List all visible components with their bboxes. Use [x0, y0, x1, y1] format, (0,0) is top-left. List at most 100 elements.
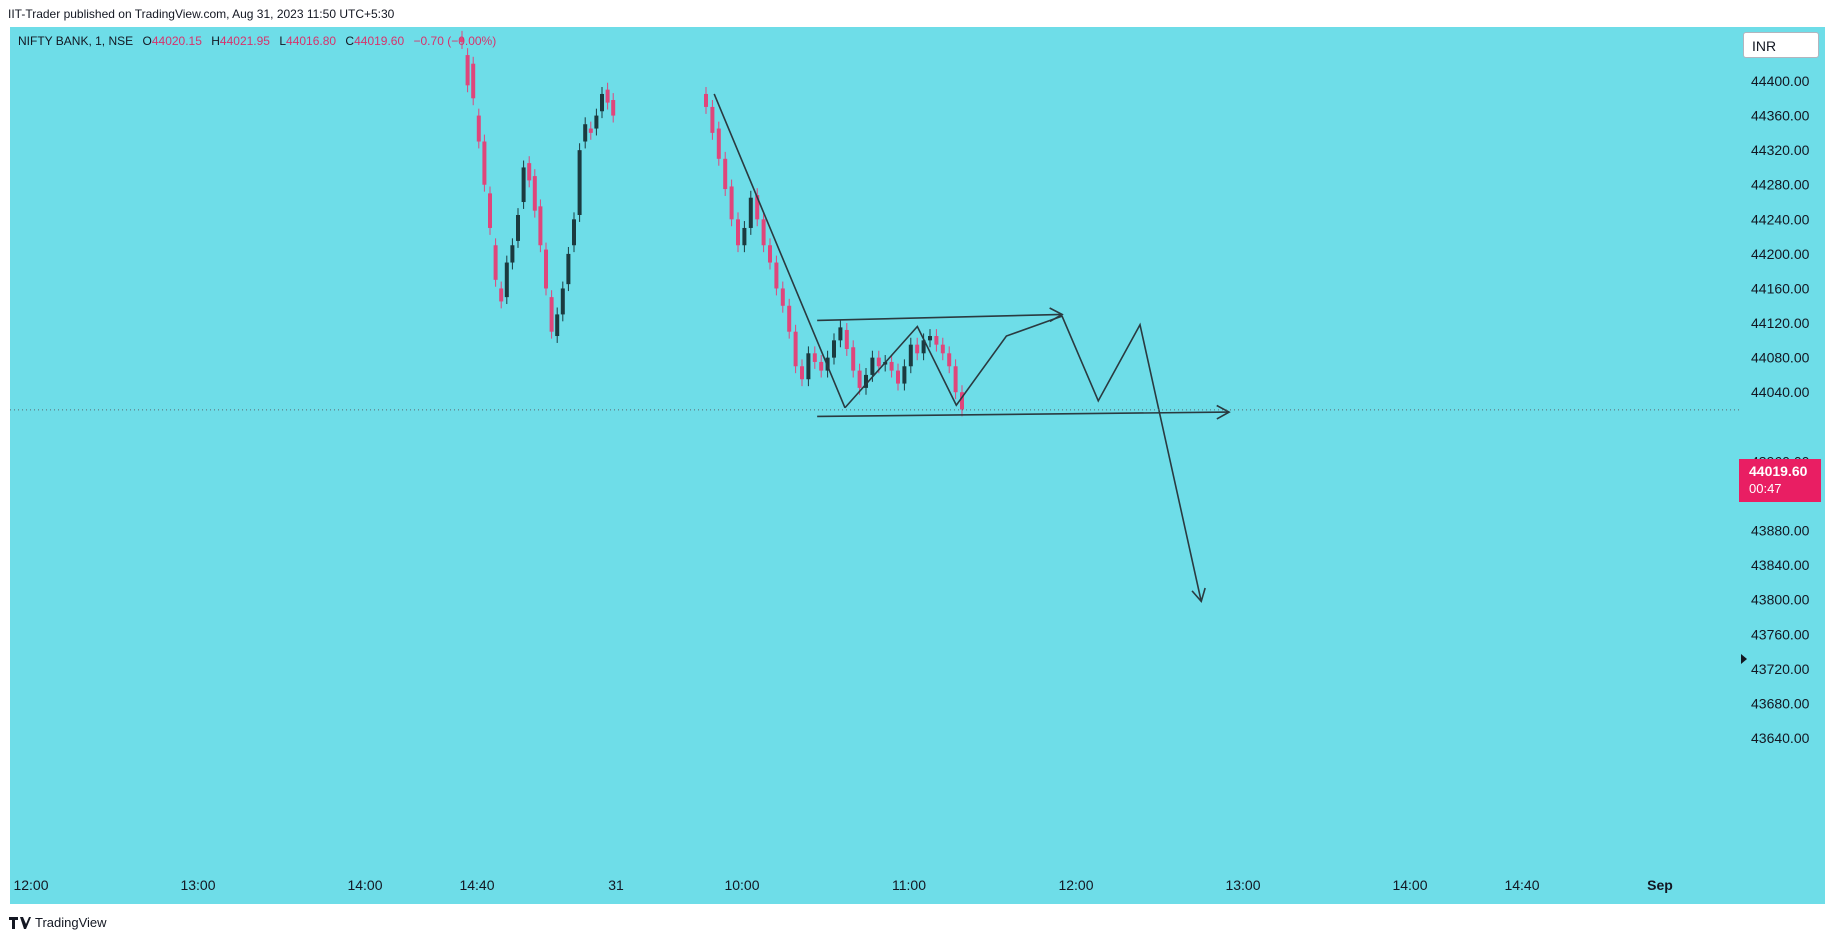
candle-body — [780, 288, 785, 306]
candle-body — [510, 245, 515, 263]
candle-body — [729, 186, 734, 220]
candle-body — [787, 305, 792, 332]
y-tick-label: 44240.00 — [1751, 211, 1810, 227]
chart-background — [10, 27, 1825, 904]
candle-body — [748, 197, 753, 228]
x-tick-label: 13:00 — [1225, 877, 1260, 893]
candle-body — [960, 392, 964, 410]
change-value: −0.70 (−0.00%) — [413, 34, 497, 48]
candle-body — [940, 344, 945, 354]
candle-body — [864, 374, 868, 388]
drawing-channel-bottom[interactable] — [817, 411, 1230, 418]
candle-body — [736, 219, 740, 246]
y-tick-label: 43880.00 — [1751, 523, 1810, 539]
low-value: 44016.80 — [286, 34, 337, 48]
candle-series — [460, 30, 964, 417]
candle-body — [921, 340, 926, 354]
candle-body — [915, 344, 920, 354]
y-tick-label: 43800.00 — [1751, 592, 1810, 608]
candle-body — [793, 331, 798, 367]
candle-body — [600, 93, 604, 112]
candle-body — [742, 227, 747, 246]
candle-body — [819, 361, 824, 371]
x-tick-label: 14:00 — [347, 877, 382, 893]
tradingview-logo-icon — [9, 916, 31, 929]
x-tick-label: Sep — [1647, 877, 1673, 893]
candle-body — [532, 176, 537, 211]
price-chart[interactable]: 44400.00 44360.00 44320.00 44280.00 44240.00… — [0, 27, 1835, 904]
time-axis[interactable]: 12:00 13:00 14:00 14:40 31 10:00 11:00 12:00 13:… — [13, 877, 1672, 893]
symbol-name: NIFTY BANK, 1, NSE — [18, 34, 134, 48]
y-tick-label: 44360.00 — [1751, 108, 1810, 124]
candle-body — [476, 115, 481, 142]
publish-info: IIT-Trader published on TradingView.com,… — [8, 7, 395, 21]
x-tick-label: 13:00 — [180, 877, 215, 893]
y-tick-label: 43760.00 — [1751, 626, 1810, 642]
y-tick-label: 44320.00 — [1751, 142, 1810, 158]
candle-body — [482, 141, 487, 185]
x-tick-label: 12:00 — [13, 877, 48, 893]
drawing-layer[interactable] — [713, 93, 1231, 604]
candle-body — [768, 245, 772, 263]
close-value: 44019.60 — [354, 34, 405, 48]
candle-body — [704, 93, 708, 107]
candle-body — [465, 55, 470, 86]
candle-body — [560, 288, 565, 315]
candle-body — [844, 329, 849, 349]
candle-body — [716, 128, 721, 159]
x-tick-label: 31 — [608, 877, 624, 893]
candle-body — [838, 327, 843, 341]
y-tick-label: 44400.00 — [1751, 73, 1810, 89]
open-label: O — [142, 34, 152, 48]
candle-body — [555, 314, 560, 337]
candle-body — [896, 370, 900, 384]
y-tick-label: 43720.00 — [1751, 661, 1810, 677]
drawing-projection-zigzag[interactable] — [844, 315, 1203, 602]
drawing-line[interactable] — [713, 93, 846, 409]
candle-body — [499, 288, 504, 302]
candle-body — [572, 219, 576, 246]
high-value: 44021.95 — [219, 34, 270, 48]
candle-body — [851, 347, 856, 371]
candle-body — [902, 366, 907, 384]
candle-body — [488, 193, 492, 228]
publish-header: IIT-Trader published on TradingView.com,… — [0, 0, 1835, 27]
open-value: 44020.15 — [151, 34, 202, 48]
candle-body — [947, 353, 952, 367]
footer: TradingView — [0, 904, 1835, 939]
candle-body — [812, 353, 817, 362]
candle-body — [594, 115, 599, 129]
arrowhead-icon — [1216, 404, 1231, 420]
candle-body — [800, 366, 804, 380]
bar-countdown: 00:47 — [1749, 481, 1782, 496]
x-tick-label: 14:40 — [1504, 877, 1539, 893]
y-tick-label: 44160.00 — [1751, 280, 1810, 296]
candle-body — [460, 37, 464, 43]
arrowhead-icon — [1191, 587, 1206, 604]
candle-body — [516, 214, 520, 241]
candle-body — [934, 336, 939, 345]
currency-button[interactable]: INR — [1743, 32, 1819, 58]
x-tick-label: 10:00 — [724, 877, 759, 893]
y-tick-label: 44280.00 — [1751, 177, 1810, 193]
high-label: H — [211, 34, 220, 48]
candle-body — [527, 163, 532, 181]
candle-body — [774, 262, 779, 289]
candle-body — [504, 262, 509, 298]
y-tick-label: 43840.00 — [1751, 557, 1810, 573]
tradingview-logo[interactable]: TradingView — [9, 915, 107, 930]
x-tick-label: 12:00 — [1058, 877, 1093, 893]
candle-body — [755, 195, 760, 220]
symbol-legend: NIFTY BANK, 1, NSE O44020.15 H44021.95 L… — [18, 34, 496, 48]
x-tick-label: 14:40 — [459, 877, 494, 893]
candle-body — [611, 100, 616, 116]
candle-body — [832, 340, 836, 358]
candle-body — [583, 124, 588, 142]
low-label: L — [279, 34, 287, 48]
drawing-channel-top[interactable] — [817, 313, 1063, 322]
alert-marker-icon[interactable] — [1741, 654, 1747, 664]
y-tick-label: 44120.00 — [1751, 315, 1810, 331]
close-label: C — [345, 34, 355, 48]
candle-body — [588, 128, 593, 133]
y-tick-label: 43640.00 — [1751, 730, 1810, 746]
